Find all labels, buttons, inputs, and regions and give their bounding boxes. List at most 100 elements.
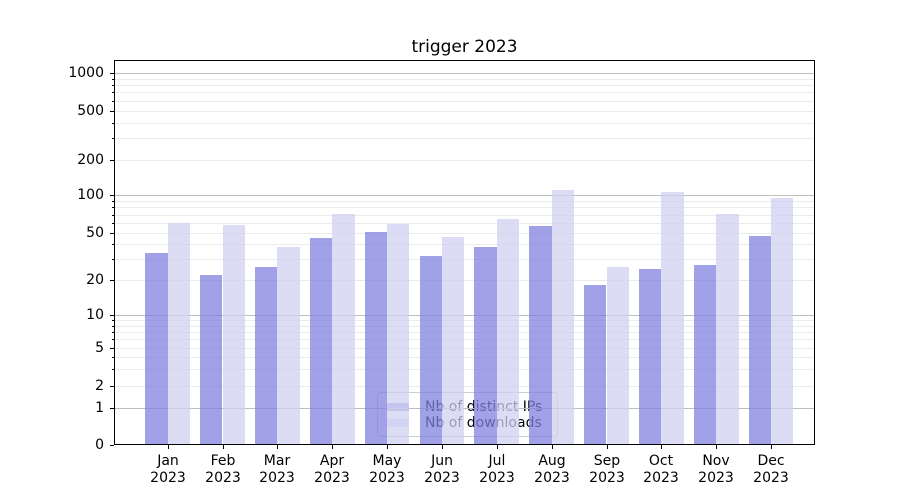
bar-downloads bbox=[387, 223, 410, 445]
y-gridline-minor bbox=[114, 215, 815, 216]
y-gridline-minor bbox=[114, 369, 815, 370]
y-gridline-minor bbox=[114, 79, 815, 80]
y-gridline-minor bbox=[114, 85, 815, 86]
y-axis-tick bbox=[110, 315, 114, 316]
y-gridline-major bbox=[114, 315, 815, 316]
y-gridline-minor bbox=[114, 160, 815, 161]
y-tick-label: 50 bbox=[86, 225, 104, 241]
bar-distinct-ips bbox=[693, 264, 717, 445]
y-axis-tick bbox=[110, 408, 114, 409]
y-axis-minor-tick bbox=[112, 369, 114, 370]
bar-distinct-ips bbox=[309, 238, 333, 445]
y-tick-label: 1000 bbox=[68, 65, 104, 81]
bar-distinct-ips bbox=[364, 231, 388, 445]
y-axis-minor-tick bbox=[112, 215, 114, 216]
bar-downloads bbox=[551, 190, 574, 445]
y-gridline-minor bbox=[114, 201, 815, 202]
bar-distinct-ips bbox=[748, 236, 771, 445]
legend-item-distinct-ips: Nb of distinct IPs bbox=[387, 399, 547, 415]
y-gridline-major bbox=[114, 408, 815, 409]
y-gridline-minor bbox=[114, 339, 815, 340]
y-axis-minor-tick bbox=[112, 201, 114, 202]
x-axis-tick bbox=[497, 445, 498, 449]
x-tick-label: Aug 2023 bbox=[534, 453, 570, 486]
x-axis-tick bbox=[223, 445, 224, 449]
y-axis-minor-tick bbox=[112, 233, 114, 234]
y-gridline-minor bbox=[114, 223, 815, 224]
x-tick-label: Mar 2023 bbox=[259, 453, 295, 486]
y-axis-minor-tick bbox=[112, 348, 114, 349]
y-gridline-minor bbox=[114, 386, 815, 387]
x-axis-tick bbox=[387, 445, 388, 449]
y-axis-minor-tick bbox=[112, 357, 114, 358]
y-axis-minor-tick bbox=[112, 320, 114, 321]
bar-downloads bbox=[496, 218, 520, 445]
bar-downloads bbox=[441, 237, 465, 445]
y-axis-minor-tick bbox=[112, 101, 114, 102]
y-gridline-minor bbox=[114, 259, 815, 260]
y-tick-label: 2 bbox=[95, 378, 104, 394]
bar-distinct-ips bbox=[529, 225, 552, 445]
y-gridline-minor bbox=[114, 207, 815, 208]
y-tick-label: 20 bbox=[86, 272, 104, 288]
x-axis-tick bbox=[277, 445, 278, 449]
y-axis-minor-tick bbox=[112, 79, 114, 80]
x-axis-tick bbox=[607, 445, 608, 449]
legend-item-downloads: Nb of downloads bbox=[387, 415, 547, 431]
y-axis-minor-tick bbox=[112, 223, 114, 224]
bar-downloads bbox=[771, 197, 794, 445]
y-tick-label: 100 bbox=[77, 187, 104, 203]
y-gridline-minor bbox=[114, 357, 815, 358]
x-tick-label: Nov 2023 bbox=[698, 453, 734, 486]
y-axis-minor-tick bbox=[112, 111, 114, 112]
y-axis-minor-tick bbox=[112, 207, 114, 208]
y-axis-minor-tick bbox=[112, 332, 114, 333]
bar-distinct-ips bbox=[255, 266, 278, 445]
x-axis-tick bbox=[442, 445, 443, 449]
y-tick-label: 1 bbox=[95, 400, 104, 416]
y-gridline-minor bbox=[114, 101, 815, 102]
y-tick-label: 10 bbox=[86, 307, 104, 323]
y-axis-minor-tick bbox=[112, 92, 114, 93]
bar-distinct-ips bbox=[145, 252, 168, 445]
x-axis-tick bbox=[661, 445, 662, 449]
y-axis-tick bbox=[110, 195, 114, 196]
y-gridline-minor bbox=[114, 233, 815, 234]
y-axis-minor-tick bbox=[112, 160, 114, 161]
bar-distinct-ips bbox=[474, 247, 497, 445]
bar-distinct-ips bbox=[419, 255, 442, 445]
bar-downloads bbox=[167, 223, 191, 445]
y-gridline-minor bbox=[114, 332, 815, 333]
y-gridline-minor bbox=[114, 280, 815, 281]
bar-distinct-ips bbox=[584, 285, 607, 445]
y-axis-minor-tick bbox=[112, 244, 114, 245]
x-tick-label: May 2023 bbox=[369, 453, 405, 486]
y-axis-minor-tick bbox=[112, 85, 114, 86]
x-tick-label: Feb 2023 bbox=[205, 453, 241, 486]
bar-downloads bbox=[332, 213, 355, 445]
bar-downloads bbox=[661, 192, 684, 445]
x-axis-tick bbox=[552, 445, 553, 449]
x-tick-label: Sep 2023 bbox=[589, 453, 625, 486]
bar-downloads bbox=[222, 224, 245, 445]
y-axis-minor-tick bbox=[112, 339, 114, 340]
y-tick-label: 500 bbox=[77, 103, 104, 119]
y-axis-minor-tick bbox=[112, 138, 114, 139]
x-axis-tick bbox=[771, 445, 772, 449]
y-gridline-minor bbox=[114, 348, 815, 349]
y-gridline-minor bbox=[114, 244, 815, 245]
y-tick-label: 0 bbox=[95, 437, 104, 453]
y-gridline-minor bbox=[114, 111, 815, 112]
x-tick-label: Jan 2023 bbox=[150, 453, 186, 486]
x-tick-label: Apr 2023 bbox=[314, 453, 350, 486]
y-tick-label: 5 bbox=[95, 340, 104, 356]
y-gridline-minor bbox=[114, 123, 815, 124]
bar-distinct-ips bbox=[639, 268, 662, 445]
x-axis-tick bbox=[716, 445, 717, 449]
bar-downloads bbox=[277, 247, 300, 445]
x-tick-label: Jul 2023 bbox=[479, 453, 515, 486]
y-gridline-major bbox=[114, 73, 815, 74]
y-gridline-minor bbox=[114, 138, 815, 139]
bar-downloads bbox=[606, 266, 629, 445]
